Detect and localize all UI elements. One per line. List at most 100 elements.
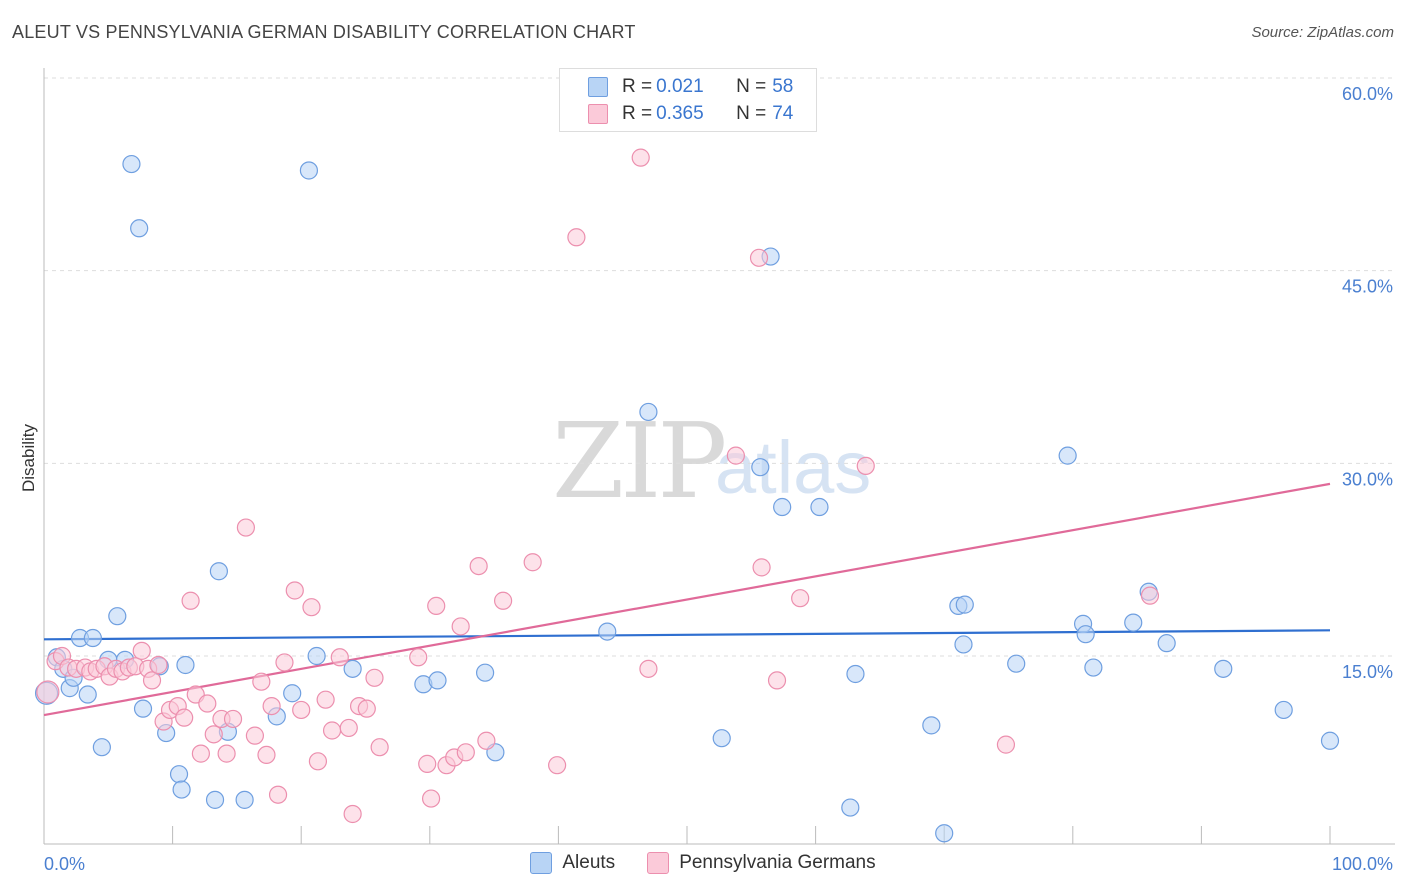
penn-point — [322, 721, 342, 740]
aleut-point — [299, 161, 319, 180]
bottom-legend-swatch-aleuts — [530, 852, 553, 874]
penn-point — [308, 752, 328, 771]
legend-swatch-aleuts — [588, 77, 608, 97]
aleut-point — [773, 497, 792, 517]
penn-point — [726, 446, 745, 465]
aleut-point — [475, 663, 495, 682]
aleut-point — [712, 729, 731, 748]
penn-point — [421, 789, 441, 808]
penn-point — [245, 726, 265, 745]
chart-title: ALEUT VS PENNSYLVANIA GERMAN DISABILITY … — [12, 22, 636, 42]
penn-point — [191, 744, 210, 763]
penn-point — [856, 456, 875, 476]
penn-point — [996, 735, 1016, 754]
aleut-point — [1124, 613, 1143, 632]
penn-point — [142, 671, 162, 690]
penn-point — [427, 596, 446, 616]
penn-point — [175, 708, 194, 727]
penn-point — [548, 756, 567, 775]
bottom-legend-swatch-penn — [647, 852, 670, 874]
legend-n-label: N = — [736, 103, 767, 124]
x-tick-label: 100.0% — [1332, 854, 1393, 874]
data-points — [34, 148, 1340, 843]
penn-point — [567, 228, 586, 247]
penn-point — [330, 648, 349, 667]
aleut-point — [1058, 446, 1077, 465]
penn-point — [451, 617, 470, 636]
penn-point — [1140, 586, 1160, 605]
penn-point — [198, 694, 217, 713]
legend-n-label: N = — [736, 76, 767, 97]
aleut-point — [1274, 700, 1293, 720]
legend-row-aleuts: R = 0.021 N = 58 — [588, 74, 793, 100]
penn-point — [767, 671, 787, 690]
penn-point — [204, 725, 223, 744]
source-label: Source: ZipAtlas.com — [1251, 24, 1394, 41]
legend-r-label: R = — [622, 103, 653, 124]
aleut-point — [78, 685, 97, 704]
x-tick-label: 0.0% — [44, 854, 85, 874]
legend: R = 0.021 N = 58 R = 0.365 N = 74 — [559, 68, 817, 132]
aleut-point — [639, 402, 658, 422]
penn-point — [257, 745, 276, 765]
aleut-point — [955, 595, 974, 614]
aleut-point — [307, 646, 326, 666]
aleut-point — [83, 628, 102, 648]
legend-r-value: 0.021 — [656, 76, 704, 97]
penn-point — [469, 556, 488, 576]
penn-point — [268, 785, 288, 804]
aleut-point — [283, 684, 302, 703]
legend-r-value: 0.365 — [656, 103, 704, 124]
aleut-point — [935, 824, 954, 843]
penn-point — [523, 553, 542, 572]
penn-point — [631, 148, 650, 167]
y-tick-label: 30.0% — [1342, 469, 1393, 489]
penn-point — [285, 581, 304, 600]
penn-point — [409, 648, 428, 667]
legend-n-value: 74 — [772, 103, 794, 124]
aleut-point — [1007, 654, 1026, 673]
penn-point — [370, 738, 389, 757]
aleut-point — [428, 671, 447, 690]
aleut-point — [810, 497, 829, 517]
watermark-zip: ZIP — [552, 400, 727, 522]
bottom-legend-penn: Pennsylvania Germans — [647, 852, 876, 874]
penn-point — [791, 589, 810, 608]
aleut-point — [598, 622, 617, 641]
watermark-atlas: atlas — [715, 426, 872, 509]
penn-point — [339, 718, 358, 738]
aleut-point — [1157, 634, 1176, 653]
legend-r-label: R = — [622, 76, 653, 97]
penn-point — [357, 699, 376, 718]
aleut-point — [172, 780, 191, 799]
penn-point — [456, 743, 475, 762]
penn-point — [36, 680, 60, 704]
penn-point — [132, 641, 151, 660]
aleut-point — [1076, 625, 1095, 644]
aleut-point — [205, 790, 225, 809]
aleut-point — [169, 765, 189, 784]
aleut-point — [343, 659, 362, 678]
y-axis-label: Disability — [19, 423, 38, 492]
aleut-point — [133, 699, 153, 718]
penn-trend-line — [43, 482, 1331, 717]
bottom-legend-label-penn: Pennsylvania Germans — [679, 852, 876, 873]
aleut-point — [954, 635, 973, 654]
aleut-point — [130, 219, 149, 238]
penn-point — [236, 518, 256, 537]
penn-point — [292, 700, 311, 720]
y-tick-label: 60.0% — [1342, 84, 1393, 104]
legend-n-value: 58 — [772, 76, 794, 97]
aleut-point — [209, 562, 228, 581]
penn-point — [752, 558, 771, 577]
axes — [43, 68, 1395, 845]
penn-point — [343, 804, 362, 824]
penn-point — [418, 754, 437, 773]
aleut-point — [1084, 658, 1103, 677]
penn-point — [223, 709, 243, 729]
legend-swatch-penn — [588, 104, 608, 124]
bottom-legend: Aleuts Pennsylvania Germans — [0, 852, 1406, 874]
penn-point — [217, 744, 236, 763]
penn-point — [181, 591, 200, 610]
